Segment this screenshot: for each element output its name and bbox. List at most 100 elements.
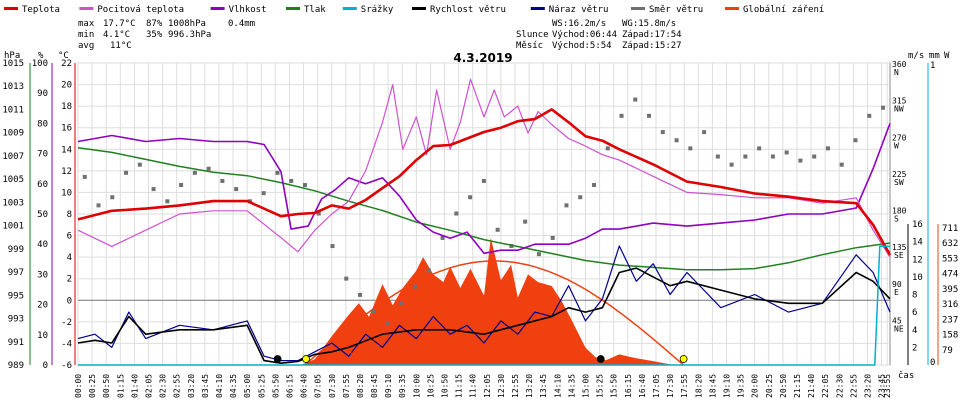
- wind-direction-point: [523, 219, 528, 224]
- wind-direction-point: [468, 195, 473, 200]
- pct-tick-label: 40: [37, 240, 48, 250]
- pct-tick-label: 0: [43, 361, 48, 371]
- legend-label: Globální záření: [743, 5, 824, 15]
- legend-swatch: [4, 7, 18, 10]
- legend-swatch: [210, 7, 225, 10]
- dir-tick-compass: N: [894, 68, 899, 77]
- series-wind-speed: [77, 267, 891, 365]
- wind-direction-point: [385, 321, 390, 326]
- wind-direction-point: [605, 146, 610, 151]
- legend-label: Vlhkost: [229, 5, 267, 15]
- wind-direction-point: [289, 178, 294, 183]
- wind-direction-point: [729, 162, 734, 167]
- wind-direction-point: [702, 130, 707, 135]
- sun-marker: [302, 355, 310, 363]
- time-tick-label: 21:40: [807, 374, 816, 398]
- hpa-tick-label: 1013: [2, 82, 24, 92]
- dir-tick-label: 45: [892, 316, 902, 325]
- axis-unit-pct: %: [38, 51, 44, 61]
- axis-unit-ms: m/s: [908, 51, 924, 61]
- time-tick-label: 19:10: [722, 374, 731, 398]
- time-tick-label: 08:45: [370, 374, 379, 398]
- pct-tick-label: 80: [37, 119, 48, 129]
- pct-tick-label: 30: [37, 270, 48, 280]
- dir-tick-label: 135: [892, 243, 907, 252]
- axis-unit-mm: mm: [929, 51, 940, 61]
- w-tick-label: 474: [942, 270, 958, 280]
- axis-unit-hpa: hPa: [4, 51, 20, 61]
- mm-tick-label: 0: [930, 358, 935, 368]
- pct-tick-label: 90: [37, 89, 48, 99]
- temp-tick-label: -6: [61, 361, 72, 371]
- stat-min-hum: 35%: [146, 30, 163, 40]
- wind-direction-point: [481, 178, 486, 183]
- w-tick-label: 711: [942, 224, 958, 234]
- wind-direction-point: [495, 227, 500, 232]
- dir-tick-compass: E: [894, 288, 899, 297]
- wind-direction-point: [151, 187, 156, 192]
- w-tick-label: 79: [942, 346, 953, 356]
- hpa-tick-label: 989: [8, 361, 24, 371]
- wind-direction-point: [715, 154, 720, 159]
- time-tick-label: 21:15: [793, 374, 802, 398]
- legend-label: Rychlost větru: [430, 5, 506, 15]
- time-tick-label: 00:00: [74, 374, 83, 398]
- time-tick-label: 13:20: [525, 374, 534, 398]
- wind-direction-point: [371, 309, 376, 314]
- hpa-tick-label: 991: [8, 338, 24, 348]
- wind-direction-point: [578, 195, 583, 200]
- hpa-tick-label: 1007: [2, 152, 24, 162]
- hpa-tick-label: 1015: [2, 59, 24, 69]
- dir-tick-compass: W: [894, 141, 899, 150]
- stat-max-temp: 17.7°C: [103, 19, 136, 29]
- w-tick-label: 395: [942, 285, 958, 295]
- stat-max-rain: 0.4mm: [228, 19, 255, 29]
- time-tick-label: 05:25: [257, 374, 266, 398]
- time-tick-label: 15:00: [582, 374, 591, 398]
- stat-max-press: 1008hPa: [168, 19, 206, 29]
- time-tick-label: 17:30: [666, 374, 675, 398]
- stat-min-label: min: [78, 30, 94, 40]
- time-tick-label: 07:05: [314, 374, 323, 398]
- hpa-tick-label: 1001: [2, 222, 24, 232]
- stat-max-label: max: [78, 19, 95, 29]
- series-temperature: [77, 108, 892, 256]
- pct-tick-label: 50: [37, 210, 48, 220]
- ms-tick-label: 4: [912, 326, 917, 336]
- ms-tick-label: 6: [912, 308, 917, 318]
- time-tick-label: 15:25: [596, 374, 605, 398]
- time-tick-label: 02:55: [173, 374, 182, 398]
- time-tick-label: 07:30: [328, 374, 337, 398]
- wind-direction-point: [302, 183, 307, 188]
- time-tick-label: 17:05: [652, 374, 661, 398]
- time-tick-label: 15:50: [610, 374, 619, 398]
- dir-tick-label: 270: [892, 133, 907, 142]
- wind-direction-point: [110, 195, 115, 200]
- time-tick-label: 12:30: [497, 374, 506, 398]
- dir-tick-label: 180: [892, 207, 907, 216]
- w-tick-label: 553: [942, 254, 958, 264]
- stat-avg-temp: 11°C: [110, 41, 132, 51]
- wind-direction-point: [660, 130, 665, 135]
- dir-tick-label: 225: [892, 170, 907, 179]
- ms-tick-label: 2: [912, 343, 917, 353]
- time-tick-label: 06:15: [285, 374, 294, 398]
- legend-swatch: [725, 7, 739, 10]
- w-tick-label: 158: [942, 331, 958, 341]
- temp-tick-label: 14: [61, 145, 72, 155]
- dir-tick-label: 360: [892, 60, 907, 69]
- stats-block: max 17.7°C 87% 1008hPa 0.4mm min 4.1°C 3…: [78, 19, 682, 51]
- ms-tick-label: 10: [912, 273, 923, 283]
- stat-min-temp: 4.1°C: [103, 30, 130, 40]
- time-tick-label: 19:35: [737, 374, 746, 398]
- wind-direction-point: [867, 113, 872, 118]
- wind-direction-point: [688, 146, 693, 151]
- legend-label: Tlak: [304, 5, 326, 15]
- temp-tick-label: 12: [61, 167, 72, 177]
- wind-direction-point: [647, 113, 652, 118]
- hpa-tick-label: 993: [8, 315, 24, 325]
- mm-tick-label: 1: [930, 61, 935, 71]
- legend-swatch: [631, 7, 645, 10]
- stat-avg-label: avg: [78, 41, 94, 51]
